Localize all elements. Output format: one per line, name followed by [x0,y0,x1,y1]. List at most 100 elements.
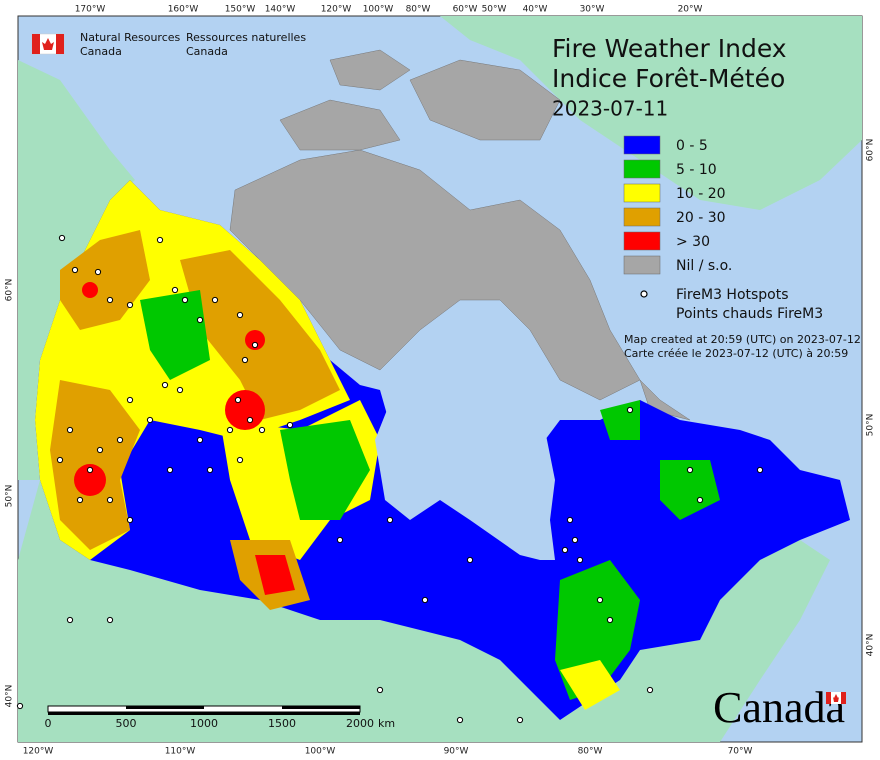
hotspot-legend-label: Points chauds FireM3 [676,306,823,322]
hotspot [756,466,764,474]
scale-tick: 0 [45,717,52,730]
legend-swatch [623,231,661,251]
legend-label: 10 - 20 [676,186,726,202]
scale-tick: 1500 [268,717,296,730]
longitude-label: 170°W [75,5,106,15]
longitude-label: 160°W [168,5,199,15]
hotspot [286,421,294,429]
hotspot [96,446,104,454]
hotspot [576,556,584,564]
note: Map created at 20:59 (UTC) on 2023-07-12 [624,333,861,346]
hotspot [171,286,179,294]
org-fr: Ressources naturelles [186,31,306,44]
longitude-label: 80°W [578,747,603,757]
longitude-label: 30°W [580,5,605,15]
org-en: Natural Resources [80,31,181,44]
hotspot [126,516,134,524]
legend-label: 0 - 5 [676,138,708,154]
hotspot [176,386,184,394]
scale-labels: 0 500 1000 1500 2000 km [45,717,396,730]
legend-swatch [623,183,661,203]
hotspot [606,616,614,624]
hotspot [71,266,79,274]
hotspot [106,296,114,304]
hotspot [236,456,244,464]
hotspot [156,236,164,244]
hotspot [241,356,249,364]
hotspot [466,556,474,564]
hotspot [626,406,634,414]
hotspot [236,311,244,319]
latitude-label: 50°N [5,485,15,508]
longitude-label: 100°W [305,747,336,757]
hotspot [258,426,266,434]
graticule-labels: 170°W 160°W 150°W 140°W 120°W 100°W 80°W 60°W 50… [5,5,876,757]
hotspots [16,234,764,724]
foreign-land [18,16,862,742]
hotspot [58,234,66,242]
hotspot [146,416,154,424]
org-en: Canada [80,45,122,58]
hotspot [571,536,579,544]
title: Fire Weather Index [552,34,787,63]
hotspot [646,686,654,694]
hotspot-legend-label: FireM3 Hotspots [676,287,789,303]
legend-label: 20 - 30 [676,210,726,226]
date: 2023-07-11 [552,97,668,121]
longitude-label: 50°W [482,5,507,15]
hotspot [196,316,204,324]
logo [31,33,65,55]
latitude-label: 40°N [866,634,876,657]
latitude-label: 60°N [866,139,876,162]
org-fr: Canada [186,45,228,58]
longitude-label: 70°W [728,747,753,757]
scale-unit: km [378,717,395,730]
longitude-label: 60°W [453,5,478,15]
hotspot [566,516,574,524]
longitude-label: 140°W [265,5,296,15]
hotspot [696,496,704,504]
hotspot [516,716,524,724]
hotspot [181,296,189,304]
hotspot [16,702,24,710]
longitude-label: 90°W [444,747,469,757]
wordmark-flag [826,692,846,704]
note: Carte créée le 2023-07-12 (UTC) à 20:59 [624,347,848,360]
hotspot [336,536,344,544]
longitude-label: 20°W [678,5,703,15]
title: Indice Forêt-Météo [552,64,785,93]
hotspot [226,426,234,434]
latitude-label: 50°N [866,414,876,437]
hotspot-legend-marker [640,290,648,298]
hotspot [386,516,394,524]
hotspot [251,341,259,349]
hotspot [126,301,134,309]
hotspot [561,546,569,554]
hotspot [76,496,84,504]
wordmark: Canada [713,683,845,732]
hotspot [376,686,384,694]
legend-label: 5 - 10 [676,162,717,178]
legend-swatch [623,159,661,179]
scale-bar [47,705,361,715]
hotspot [166,466,174,474]
hotspot [421,596,429,604]
scale-tick: 1000 [190,717,218,730]
longitude-label: 150°W [225,5,256,15]
hotspot [86,466,94,474]
hotspot [161,381,169,389]
hotspot [106,496,114,504]
hotspot [196,436,204,444]
hotspot [206,466,214,474]
longitude-label: 110°W [165,747,196,757]
legend-swatch [623,255,661,275]
scale-tick: 2000 [346,717,374,730]
hotspot [246,416,254,424]
longitude-label: 120°W [23,747,54,757]
latitude-label: 40°N [5,685,15,708]
hotspot [234,396,242,404]
longitude-label: 120°W [321,5,352,15]
hotspot [66,426,74,434]
scale-tick: 500 [116,717,137,730]
